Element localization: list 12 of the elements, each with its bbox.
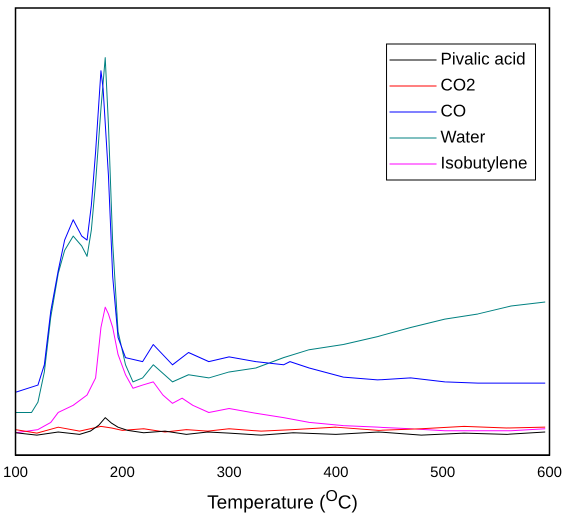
legend-label: CO <box>440 102 466 121</box>
legend-label: Water <box>440 128 486 147</box>
x-axis-title: Temperature ($^{O}$C) <box>206 488 359 514</box>
x-tick-label: 600 <box>536 464 562 482</box>
x-tick-label: 500 <box>430 464 456 482</box>
legend-label: Pivalic acid <box>440 50 526 69</box>
x-tick-label: 200 <box>110 464 135 482</box>
legend-label: Isobutylene <box>440 154 528 173</box>
x-tick-label: 400 <box>323 464 348 482</box>
x-tick-label: 300 <box>216 464 242 482</box>
x-tick-label: 100 <box>3 464 28 482</box>
legend-label: CO2 <box>440 76 476 95</box>
